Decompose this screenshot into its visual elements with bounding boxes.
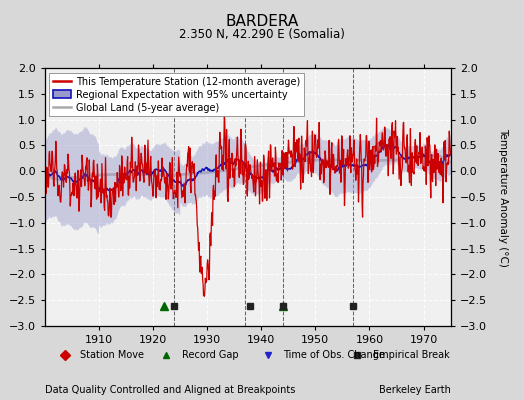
Text: Station Move: Station Move <box>80 350 144 360</box>
Y-axis label: Temperature Anomaly (°C): Temperature Anomaly (°C) <box>498 128 508 266</box>
Legend: This Temperature Station (12-month average), Regional Expectation with 95% uncer: This Temperature Station (12-month avera… <box>49 73 304 116</box>
Text: Empirical Break: Empirical Break <box>373 350 450 360</box>
Text: Time of Obs. Change: Time of Obs. Change <box>283 350 385 360</box>
Text: 2.350 N, 42.290 E (Somalia): 2.350 N, 42.290 E (Somalia) <box>179 28 345 41</box>
Text: Record Gap: Record Gap <box>182 350 238 360</box>
Text: Data Quality Controlled and Aligned at Breakpoints: Data Quality Controlled and Aligned at B… <box>45 385 295 395</box>
Text: Berkeley Earth: Berkeley Earth <box>379 385 451 395</box>
Text: BARDERA: BARDERA <box>225 14 299 29</box>
